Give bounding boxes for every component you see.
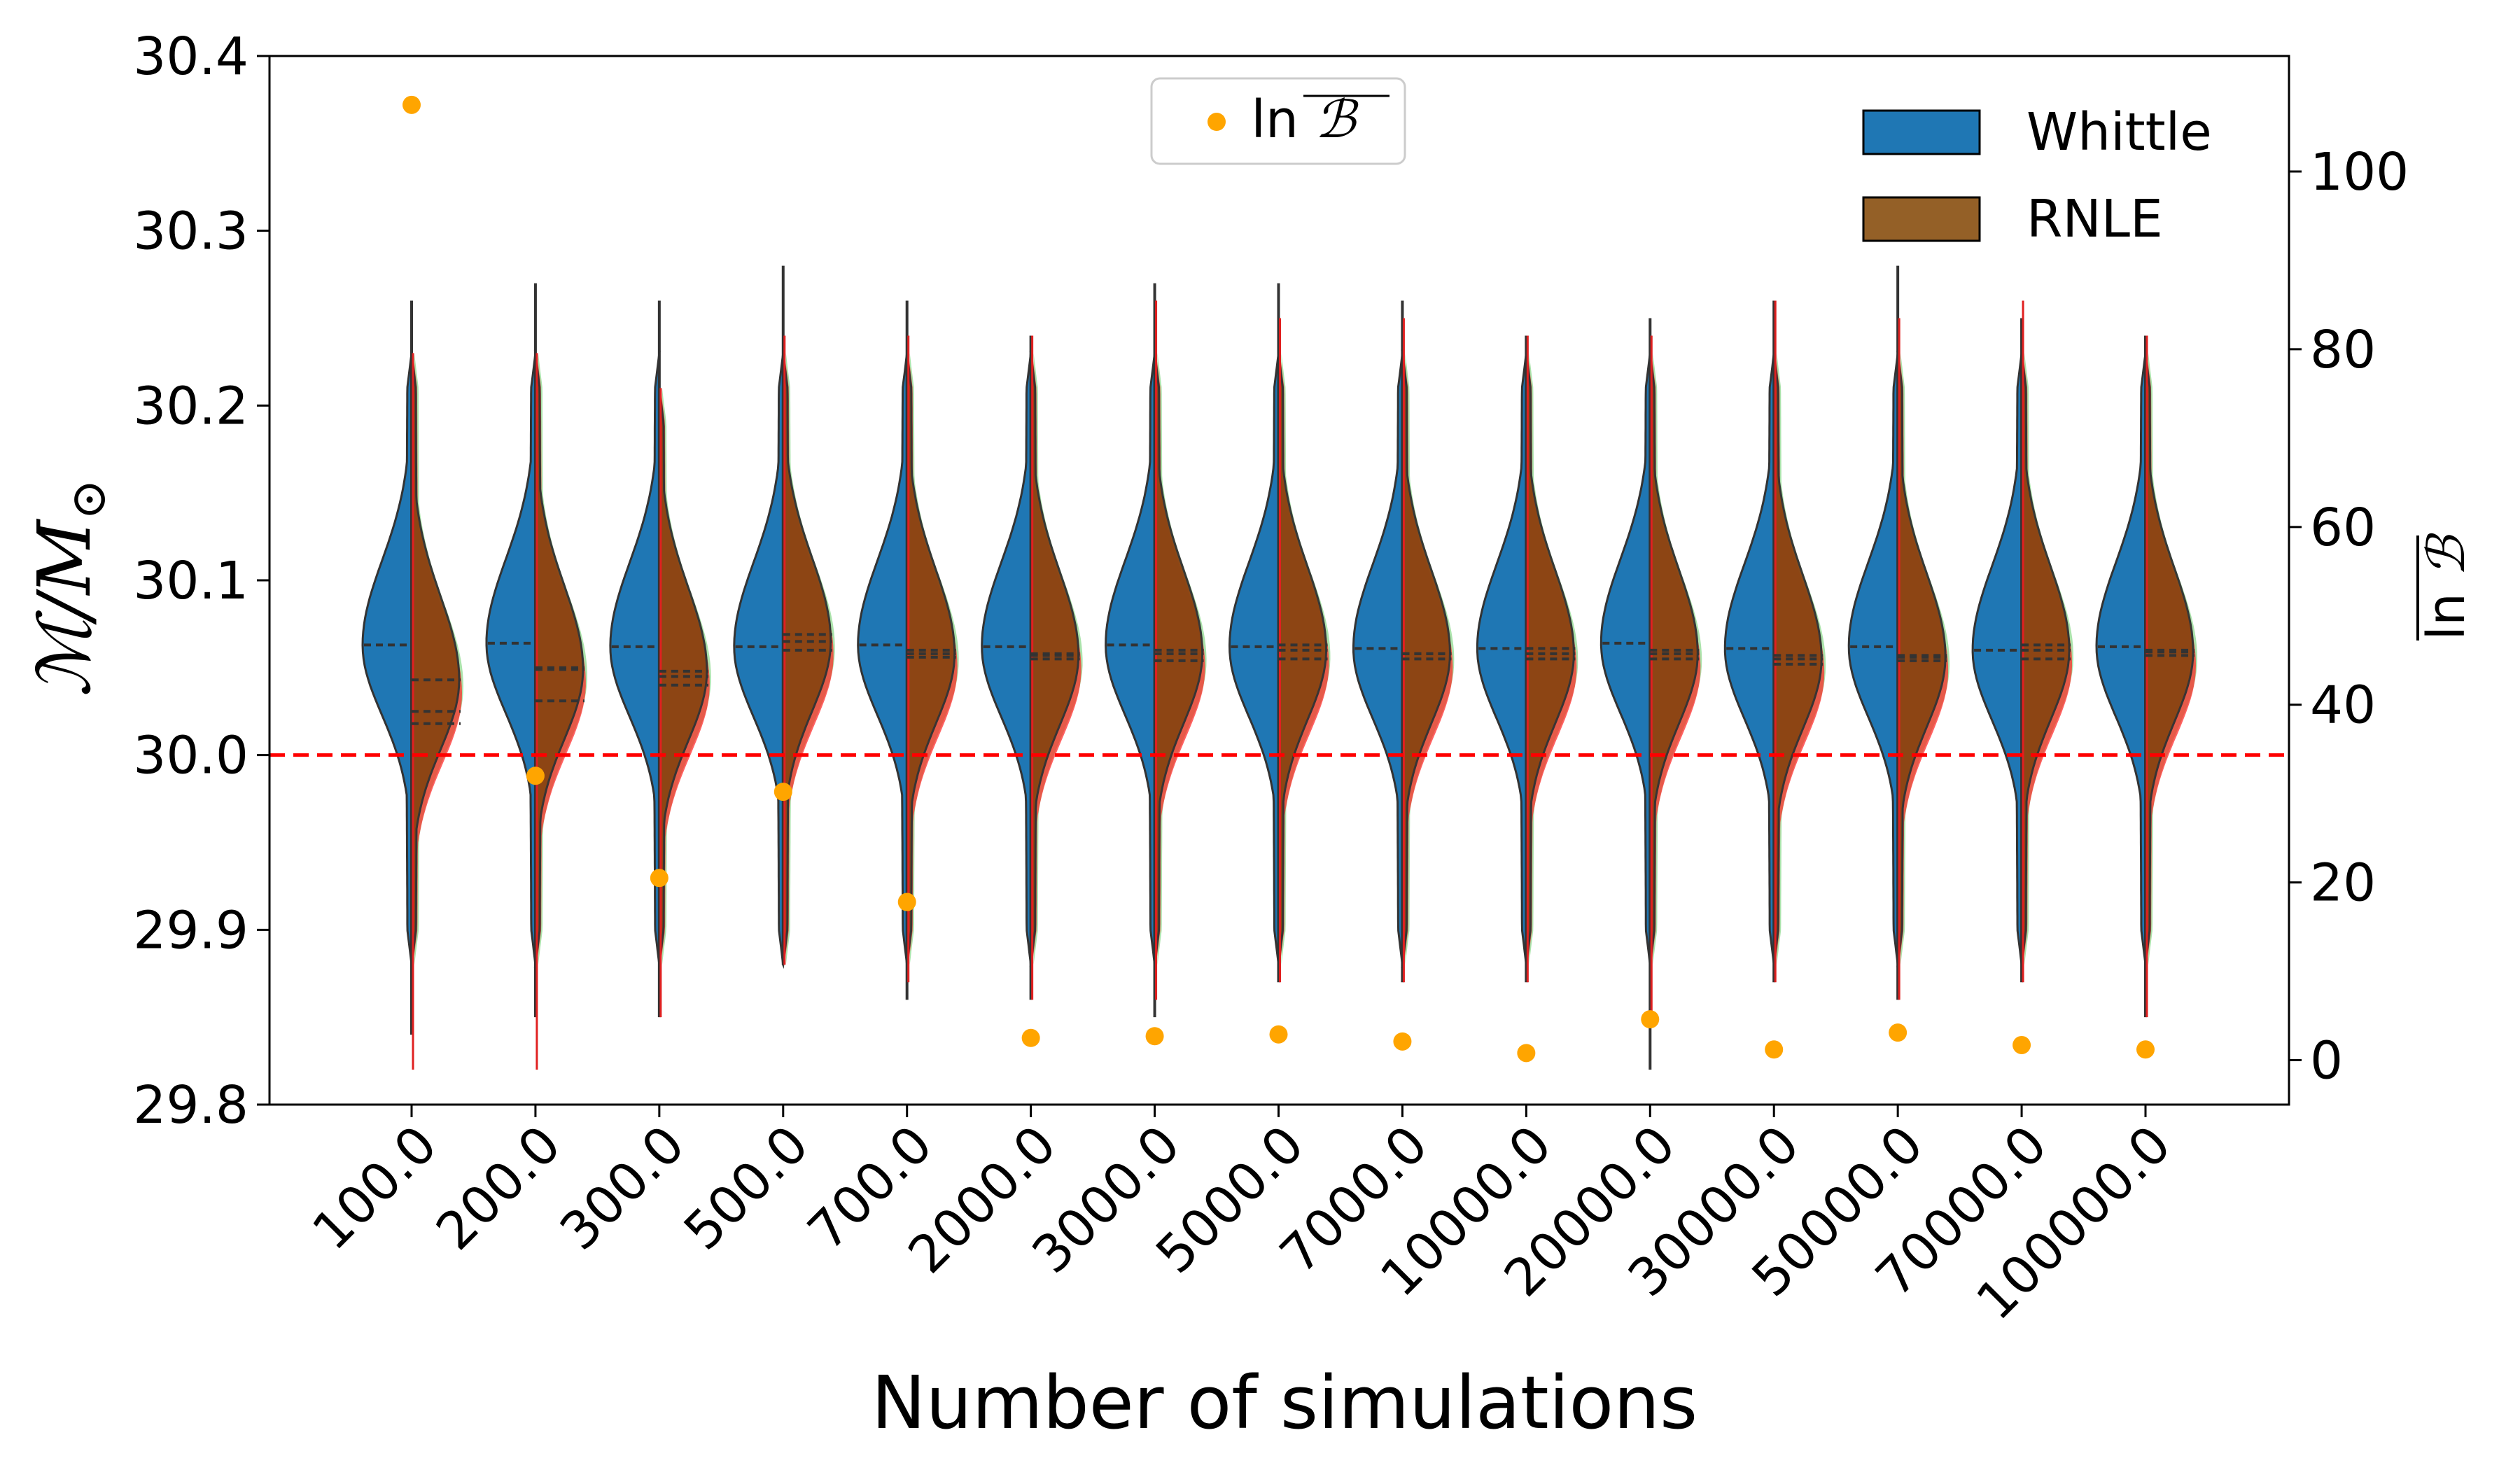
lnb-point	[1641, 1010, 1660, 1029]
rnle-violin	[1401, 349, 1451, 968]
whittle-violin	[1600, 352, 1651, 965]
whittle-violin	[2095, 353, 2147, 965]
y2-tick-label: 80	[2310, 320, 2376, 380]
lnb-point	[1517, 1044, 1536, 1063]
rnle-violin	[906, 352, 956, 965]
legend-whittle-label: Whittle	[2026, 102, 2212, 162]
whittle-violin	[1105, 349, 1156, 968]
whittle-violin	[1847, 351, 1899, 967]
lnb-point	[402, 95, 421, 114]
x-axis-title: Number of simulations	[872, 1360, 1698, 1446]
legend-lnb-ln: ln	[1251, 90, 1298, 150]
whittle-violin	[485, 350, 537, 967]
whittle-violin	[1723, 352, 1775, 965]
y2-axis-title: ln ℬ	[2416, 533, 2477, 640]
lnb-point	[2136, 1040, 2155, 1059]
x-tick-label: 200.0	[425, 1114, 573, 1262]
lnb-point	[1145, 1027, 1164, 1046]
rnle-violin	[1029, 350, 1080, 967]
x-tick-label: 300.0	[549, 1114, 696, 1262]
left-y-axis: 29.8 29.9 30.0 30.1 30.2 30.3 30.4	[133, 27, 270, 1135]
rnle-violin	[2020, 350, 2071, 967]
y-axis-title-main: ℳ/M	[22, 518, 107, 696]
legend-rnle-label: RNLE	[2026, 189, 2163, 249]
whittle-violin	[981, 351, 1032, 967]
lnb-point	[774, 783, 792, 802]
y2-tick-label: 20	[2310, 853, 2376, 913]
y2-tick-label: 100	[2310, 142, 2409, 202]
y-tick-label: 30.2	[133, 376, 248, 436]
lnb-point	[1269, 1025, 1288, 1044]
x-tick-label: 100.0	[301, 1114, 449, 1262]
y-tick-label: 30.4	[133, 27, 248, 87]
x-tick-label: 500.0	[673, 1114, 820, 1262]
whittle-violin	[1476, 350, 1528, 967]
legend-lnb-marker	[1208, 113, 1226, 131]
rnle-violin	[1772, 352, 1823, 965]
whittle-violin	[1228, 353, 1280, 965]
violins-layer	[361, 265, 2197, 1070]
lnb-point	[2012, 1035, 2031, 1054]
whittle-violin	[361, 353, 413, 965]
y2-axis-title-ln: ln	[2416, 593, 2477, 640]
rnle-violin	[410, 353, 461, 965]
svg-text:ln ℬ: ln ℬ	[2416, 533, 2477, 640]
rnle-violin	[533, 349, 584, 968]
legend-whittle-swatch	[1862, 109, 1981, 155]
svg-text:ln ℬ: ln ℬ	[1251, 90, 1359, 150]
right-y-axis: 0 20 40 60 80 100	[2289, 142, 2409, 1091]
rnle-violin	[782, 352, 832, 965]
rnle-violin	[1896, 350, 1947, 967]
legend-methods: Whittle RNLE	[1862, 102, 2212, 249]
lnb-point	[1889, 1023, 1907, 1042]
lnb-point	[1021, 1028, 1040, 1047]
lnb-point	[897, 892, 916, 911]
lnb-point	[1393, 1032, 1412, 1051]
x-axis: 100.0200.0300.0500.0700.02000.03000.0500…	[301, 1105, 2183, 1331]
lnb-points-layer	[402, 95, 2155, 1063]
lnb-point	[650, 869, 668, 888]
y2-tick-label: 40	[2310, 676, 2376, 736]
rnle-violin	[1525, 351, 1575, 967]
y2-tick-label: 0	[2310, 1031, 2343, 1091]
whittle-violin	[733, 352, 785, 965]
legend-lnb: ln ℬ	[1150, 77, 1406, 165]
y-tick-label: 30.3	[133, 202, 248, 262]
rnle-violin	[1154, 350, 1204, 967]
y-tick-label: 30.0	[133, 726, 248, 786]
legend-rnle-swatch	[1862, 196, 1981, 242]
legend-lnb-b: ℬ	[1315, 90, 1359, 150]
y-axis-title-sub: ⊙	[59, 479, 117, 520]
whittle-violin	[1352, 350, 1404, 967]
whittle-violin	[857, 352, 909, 965]
lnb-point	[526, 766, 545, 785]
y-tick-label: 29.9	[133, 900, 248, 960]
whittle-violin	[1971, 349, 2024, 968]
y-tick-label: 30.1	[133, 551, 248, 611]
y-tick-label: 29.8	[133, 1075, 248, 1135]
rnle-violin	[2144, 353, 2194, 965]
y2-axis-title-b: ℬ	[2416, 533, 2477, 577]
lnb-point	[1765, 1040, 1784, 1059]
y-axis-title: ℳ/M⊙	[22, 479, 117, 696]
legend-lnb-frame	[1150, 77, 1406, 165]
y2-tick-label: 60	[2310, 498, 2376, 558]
